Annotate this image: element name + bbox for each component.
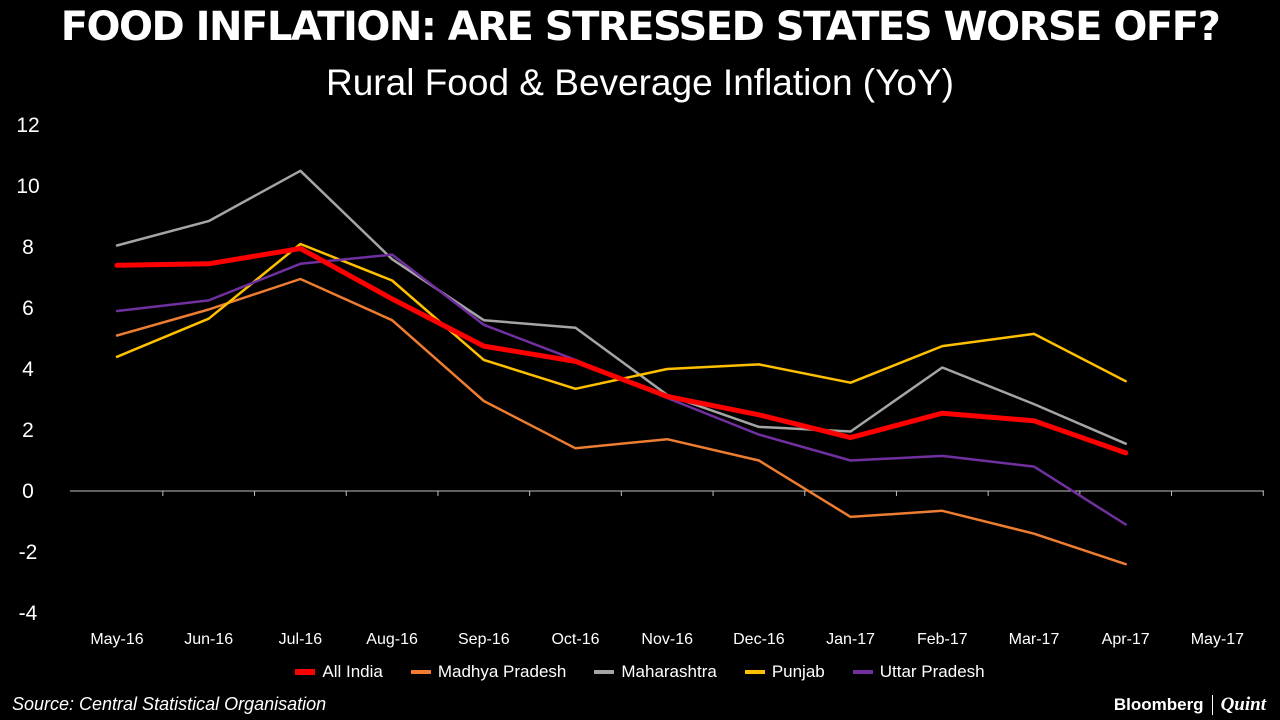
legend-item: Uttar Pradesh <box>852 662 985 682</box>
y-tick-label: 8 <box>22 236 34 259</box>
x-tick-label: Aug-16 <box>366 631 418 648</box>
chart-title: FOOD INFLATION: ARE STRESSED STATES WORS… <box>60 4 1221 50</box>
x-tick-label: Sep-16 <box>458 631 510 648</box>
x-tick-label: Jun-16 <box>184 631 233 648</box>
x-tick-label: Nov-16 <box>641 631 693 648</box>
legend-item: All India <box>295 662 383 682</box>
x-tick-label: May-16 <box>90 631 143 648</box>
x-tick-label: Jan-17 <box>826 631 875 648</box>
legend-swatch <box>410 670 431 674</box>
series-line-punjab <box>115 242 1127 391</box>
y-tick-label: -2 <box>19 541 38 564</box>
x-axis-ticks: May-16 Jun-16 Jul-16 Aug-16 Sep-16 Oct-16 Nov-… <box>90 491 1264 648</box>
brand-bloomberg: Bloomberg <box>1113 695 1204 714</box>
x-tick-label: May-17 <box>1191 631 1244 648</box>
y-tick-label: 10 <box>16 175 39 198</box>
series-line-all-india <box>114 246 1129 456</box>
y-tick-label: -4 <box>19 602 38 625</box>
y-tick-label: 0 <box>22 480 34 503</box>
x-tick-label: Mar-17 <box>1009 631 1060 648</box>
brand-separator <box>1211 695 1213 715</box>
series-line-maharashtra <box>115 169 1127 445</box>
y-tick-label: 2 <box>22 419 34 442</box>
source-note: Source: Central Statistical Organisation <box>12 694 327 714</box>
legend-swatch <box>852 670 873 674</box>
legend-swatch <box>295 669 316 675</box>
legend-label: Punjab <box>771 662 825 681</box>
brand-logo: Bloomberg Quint <box>1114 694 1266 716</box>
legend-item: Maharashtra <box>594 662 717 682</box>
legend-label: Maharashtra <box>621 662 717 681</box>
y-axis-ticks: -4 -2 0 2 4 6 8 10 12 <box>16 114 39 625</box>
legend-item: Madhya Pradesh <box>410 662 567 682</box>
x-tick-label: Feb-17 <box>917 631 968 648</box>
legend-label: All India <box>322 662 383 681</box>
y-tick-label: 4 <box>22 358 34 381</box>
legend-label: Uttar Pradesh <box>879 662 985 681</box>
legend-swatch <box>744 670 765 674</box>
x-tick-label: Apr-17 <box>1102 631 1150 648</box>
legend-swatch <box>594 670 615 674</box>
legend-item: Punjab <box>744 662 825 682</box>
series-line-uttar-pradesh <box>115 253 1127 526</box>
x-tick-label: Dec-16 <box>733 631 785 648</box>
y-tick-label: 12 <box>16 114 39 137</box>
legend-label: Madhya Pradesh <box>437 662 567 681</box>
chart-subtitle: Rural Food & Beverage Inflation (YoY) <box>326 62 954 103</box>
brand-quint: Quint <box>1220 694 1266 715</box>
y-tick-label: 6 <box>22 297 34 320</box>
legend: All India Madhya Pradesh Maharashtra Punjab… <box>0 662 1280 682</box>
series-lines <box>114 169 1129 566</box>
series-line-madhya-pradesh <box>115 277 1127 566</box>
x-tick-label: Oct-16 <box>551 631 599 648</box>
x-tick-label: Jul-16 <box>279 631 323 648</box>
